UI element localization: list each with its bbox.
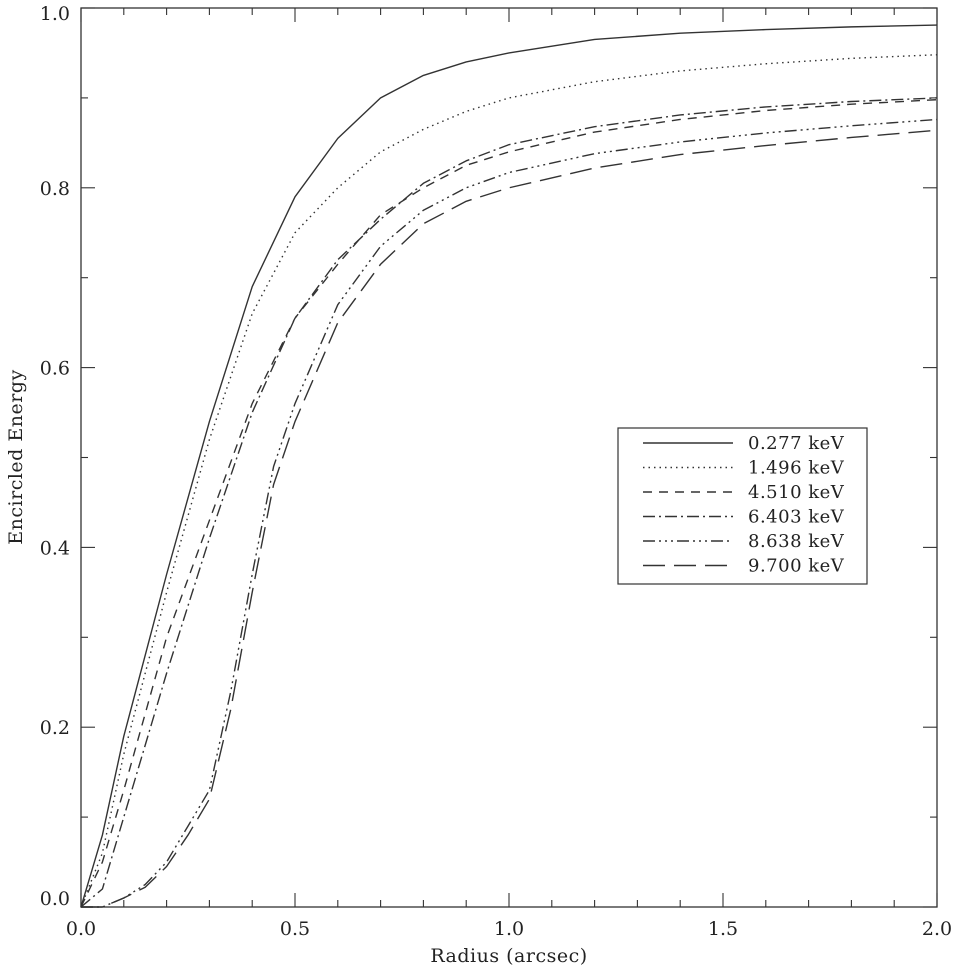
legend-box — [617, 427, 868, 585]
series-line-5 — [81, 118, 938, 908]
x-tick-label: 1.5 — [708, 918, 738, 940]
legend-label-1: 0.277 keV — [748, 433, 845, 454]
axis-ticks — [80, 7, 938, 908]
x-tick-label: 0.0 — [66, 918, 96, 940]
x-tick-label: 1.0 — [494, 918, 524, 940]
y-tick-label: 0.0 — [40, 888, 70, 910]
y-tick-label: 0.6 — [40, 358, 70, 380]
legend-label-3: 4.510 keV — [748, 482, 845, 503]
y-axis-title: Encircled Energy — [5, 369, 27, 544]
series-lines — [80, 24, 938, 908]
series-line-2 — [80, 54, 938, 908]
x-axis-title: Radius (arcsec) — [430, 945, 587, 967]
legend-label-6: 9.700 keV — [748, 556, 845, 577]
y-tick-label: 0.4 — [40, 537, 70, 559]
axis-tick-labels: 0.0 0.5 1.0 1.5 2.0 0.0 0.2 0.4 0.6 0.8 1.0 — [40, 3, 952, 940]
series-line-1 — [80, 24, 938, 908]
legend-label-2: 1.496 keV — [748, 458, 845, 479]
y-tick-label: 0.2 — [40, 717, 70, 739]
y-tick-label: 0.8 — [40, 178, 70, 200]
y-tick-label: 1.0 — [40, 3, 70, 25]
x-tick-label: 2.0 — [922, 918, 952, 940]
legend: 0.277 keV 1.496 keV 4.510 keV 6.403 keV 8.63… — [617, 427, 868, 585]
series-line-3 — [80, 99, 938, 908]
series-line-6 — [81, 129, 938, 908]
legend-label-5: 8.638 keV — [748, 531, 845, 552]
series-line-4 — [80, 97, 938, 908]
x-tick-label: 0.5 — [280, 918, 310, 940]
legend-label-4: 6.403 keV — [748, 507, 845, 528]
